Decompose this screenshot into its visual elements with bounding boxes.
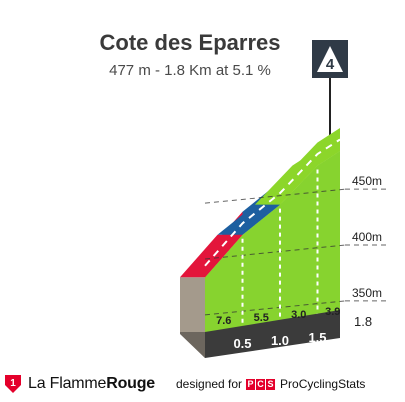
segment-gradient-label: 3.0 (291, 309, 306, 321)
profile-centre-dash (204, 138, 341, 267)
segment-gradient-label: 7.6 (216, 315, 231, 327)
category-badge-label: 4 (326, 56, 335, 73)
svg-text:1: 1 (10, 378, 16, 389)
laflammerouge-logo: 1 La FlammeRouge (4, 374, 155, 394)
elevation-gridline (204, 244, 346, 260)
chart-subtitle: 477 m - 1.8 Km at 5.1 % (109, 62, 271, 79)
plot-layer: 350m 400m 450m 7.6 5.5 3.0 3.9 0.5 1.0 1.5 1.8 (180, 128, 388, 358)
distance-end-label: 1.8 (354, 314, 372, 329)
elevation-gridline (204, 300, 346, 316)
distance-tick-label: 0.5 (233, 336, 251, 351)
category-badge-triangle (317, 46, 343, 72)
profile-front-face (205, 151, 340, 332)
segment-gradient-label: 5.5 (254, 312, 269, 324)
designed-for-label: designed for (176, 377, 243, 391)
elevation-profile-chart: 4 350m 400m 450m 7.6 5.5 3.0 3.9 0.5 1.0 1.5 1.8 (180, 40, 388, 358)
distance-tick-label: 1.0 (271, 333, 289, 348)
segment-gradient-label: 3.9 (325, 306, 340, 318)
site-name: ProCyclingStats (280, 377, 366, 391)
profile-base-side (180, 332, 205, 358)
elevation-tick-label: 400m (352, 230, 382, 244)
distance-tick-label: 1.5 (308, 330, 326, 345)
flamme-rouge-icon: 1 (5, 375, 21, 393)
elevation-tick-label: 450m (352, 174, 382, 188)
chart-title: Cote des Eparres (99, 30, 281, 55)
profile-base-strip (205, 310, 340, 358)
elevation-gridline (204, 188, 346, 204)
elevation-tick-label: 350m (352, 286, 382, 300)
brand-name: La FlammeRouge (28, 375, 156, 392)
